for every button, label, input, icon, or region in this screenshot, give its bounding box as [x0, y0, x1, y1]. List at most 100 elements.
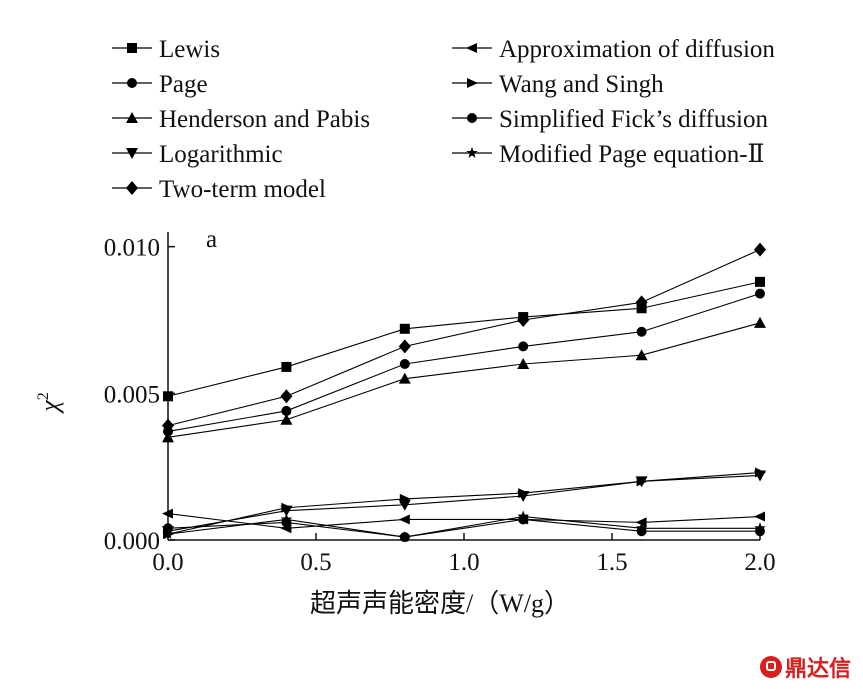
axes: 0.0 0.5 1.0 1.5 2.0 0.000 0.005 0.010 [104, 232, 776, 576]
data-point [636, 476, 648, 487]
data-point [635, 522, 648, 534]
data-point [755, 276, 765, 287]
data-point [754, 316, 766, 328]
series-page [163, 288, 765, 437]
legend-item: Henderson and Pabis [112, 106, 370, 133]
x-tick-label: 1.5 [596, 549, 627, 576]
data-point [399, 323, 410, 334]
series-layer [162, 242, 766, 543]
data-point [163, 391, 173, 402]
data-point [280, 389, 293, 404]
legend-label: Lewis [159, 36, 220, 63]
data-point [281, 405, 292, 416]
data-point [162, 528, 174, 539]
data-point [162, 418, 174, 433]
legend-label: Approximation of diffusion [499, 36, 775, 63]
x-tick-label: 2.0 [744, 549, 775, 576]
series-modified-page-equation [162, 510, 766, 542]
x-tick-label: 0.0 [152, 549, 183, 576]
legend-item: Modified Page equation-Ⅱ [452, 141, 765, 168]
data-point [635, 349, 648, 361]
legend-marker [127, 78, 137, 88]
data-point [517, 358, 530, 369]
x-ticks: 0.0 0.5 1.0 1.5 2.0 [152, 533, 776, 576]
y-tick-label: 0.005 [104, 381, 160, 408]
panel-label: a [206, 226, 217, 253]
svg-text:χ2: χ2 [35, 392, 64, 414]
x-axis-label: 超声声能密度/（W/g） [310, 589, 570, 618]
legend-label: Modified Page equation-Ⅱ [499, 141, 765, 168]
legend-marker [466, 147, 478, 158]
data-point [399, 531, 411, 542]
series-two-term-model [162, 242, 766, 433]
series-line [167, 518, 760, 538]
legend-marker [466, 43, 477, 53]
data-point [398, 339, 411, 354]
data-point [755, 288, 765, 299]
legend-label: Wang and Singh [499, 71, 664, 98]
legend-marker [126, 112, 138, 123]
series-lewis [163, 276, 765, 402]
y-axis-label-superscript: 2 [35, 392, 52, 400]
data-point [754, 511, 765, 522]
legend-label: Logarithmic [159, 141, 283, 168]
y-axis-label-symbol: χ [35, 400, 64, 415]
series-line [167, 471, 761, 535]
legend-marker [126, 148, 138, 159]
legend-item: Logarithmic [112, 141, 283, 168]
data-point [281, 361, 292, 372]
data-point [517, 510, 529, 522]
data-point [398, 514, 410, 525]
data-point [280, 513, 293, 525]
legend-item: Page [112, 71, 208, 98]
series-line [167, 322, 761, 438]
watermark-text: 鼎达信 [784, 657, 851, 682]
data-point [162, 508, 173, 519]
logo-icon [759, 656, 782, 678]
series-line [167, 293, 761, 433]
y-ticks: 0.000 0.005 0.010 [104, 235, 175, 555]
data-point [754, 522, 766, 534]
data-point [635, 295, 648, 310]
y-axis-label: χ2 [35, 392, 64, 414]
series-line [167, 281, 761, 397]
data-point [162, 431, 174, 443]
data-point [635, 517, 647, 528]
legend-label: Simplified Fick’s diffusion [499, 106, 768, 133]
legend: Lewis Page Henderson and Pabis Logarithmic T… [112, 36, 775, 203]
x-tick-label: 1.0 [448, 549, 479, 576]
legend-item: Lewis [112, 36, 220, 63]
x-tick-label: 0.5 [300, 549, 331, 576]
data-point [636, 326, 647, 337]
series-approximation-of-diffusion [162, 508, 765, 534]
legend-item: Simplified Fick’s diffusion [452, 106, 768, 133]
series-line [167, 515, 760, 538]
series-henderson-and-pabis [162, 316, 766, 443]
legend-label: Henderson and Pabis [159, 106, 370, 133]
y-tick-label: 0.010 [104, 235, 160, 262]
data-point [281, 502, 293, 513]
y-tick-label: 0.000 [104, 528, 160, 555]
data-point [398, 372, 411, 384]
legend-item: Wang and Singh [452, 71, 664, 98]
data-point [518, 341, 529, 352]
data-point [399, 493, 411, 504]
legend-marker [467, 113, 477, 123]
watermark-logo: 鼎达信 [759, 651, 851, 683]
data-point [399, 359, 410, 369]
data-point [280, 413, 293, 425]
legend-label: Two-term model [159, 176, 326, 203]
legend-marker [127, 43, 137, 53]
data-point [754, 242, 766, 257]
legend-item: Two-term model [112, 176, 326, 203]
legend-marker [126, 181, 138, 195]
legend-item: Approximation of diffusion [452, 36, 775, 63]
legend-label: Page [159, 71, 208, 98]
series-line [167, 513, 761, 529]
data-point [517, 313, 530, 327]
data-point [518, 488, 530, 499]
legend-marker [467, 78, 478, 88]
data-point [755, 467, 766, 478]
series-line [167, 249, 761, 427]
